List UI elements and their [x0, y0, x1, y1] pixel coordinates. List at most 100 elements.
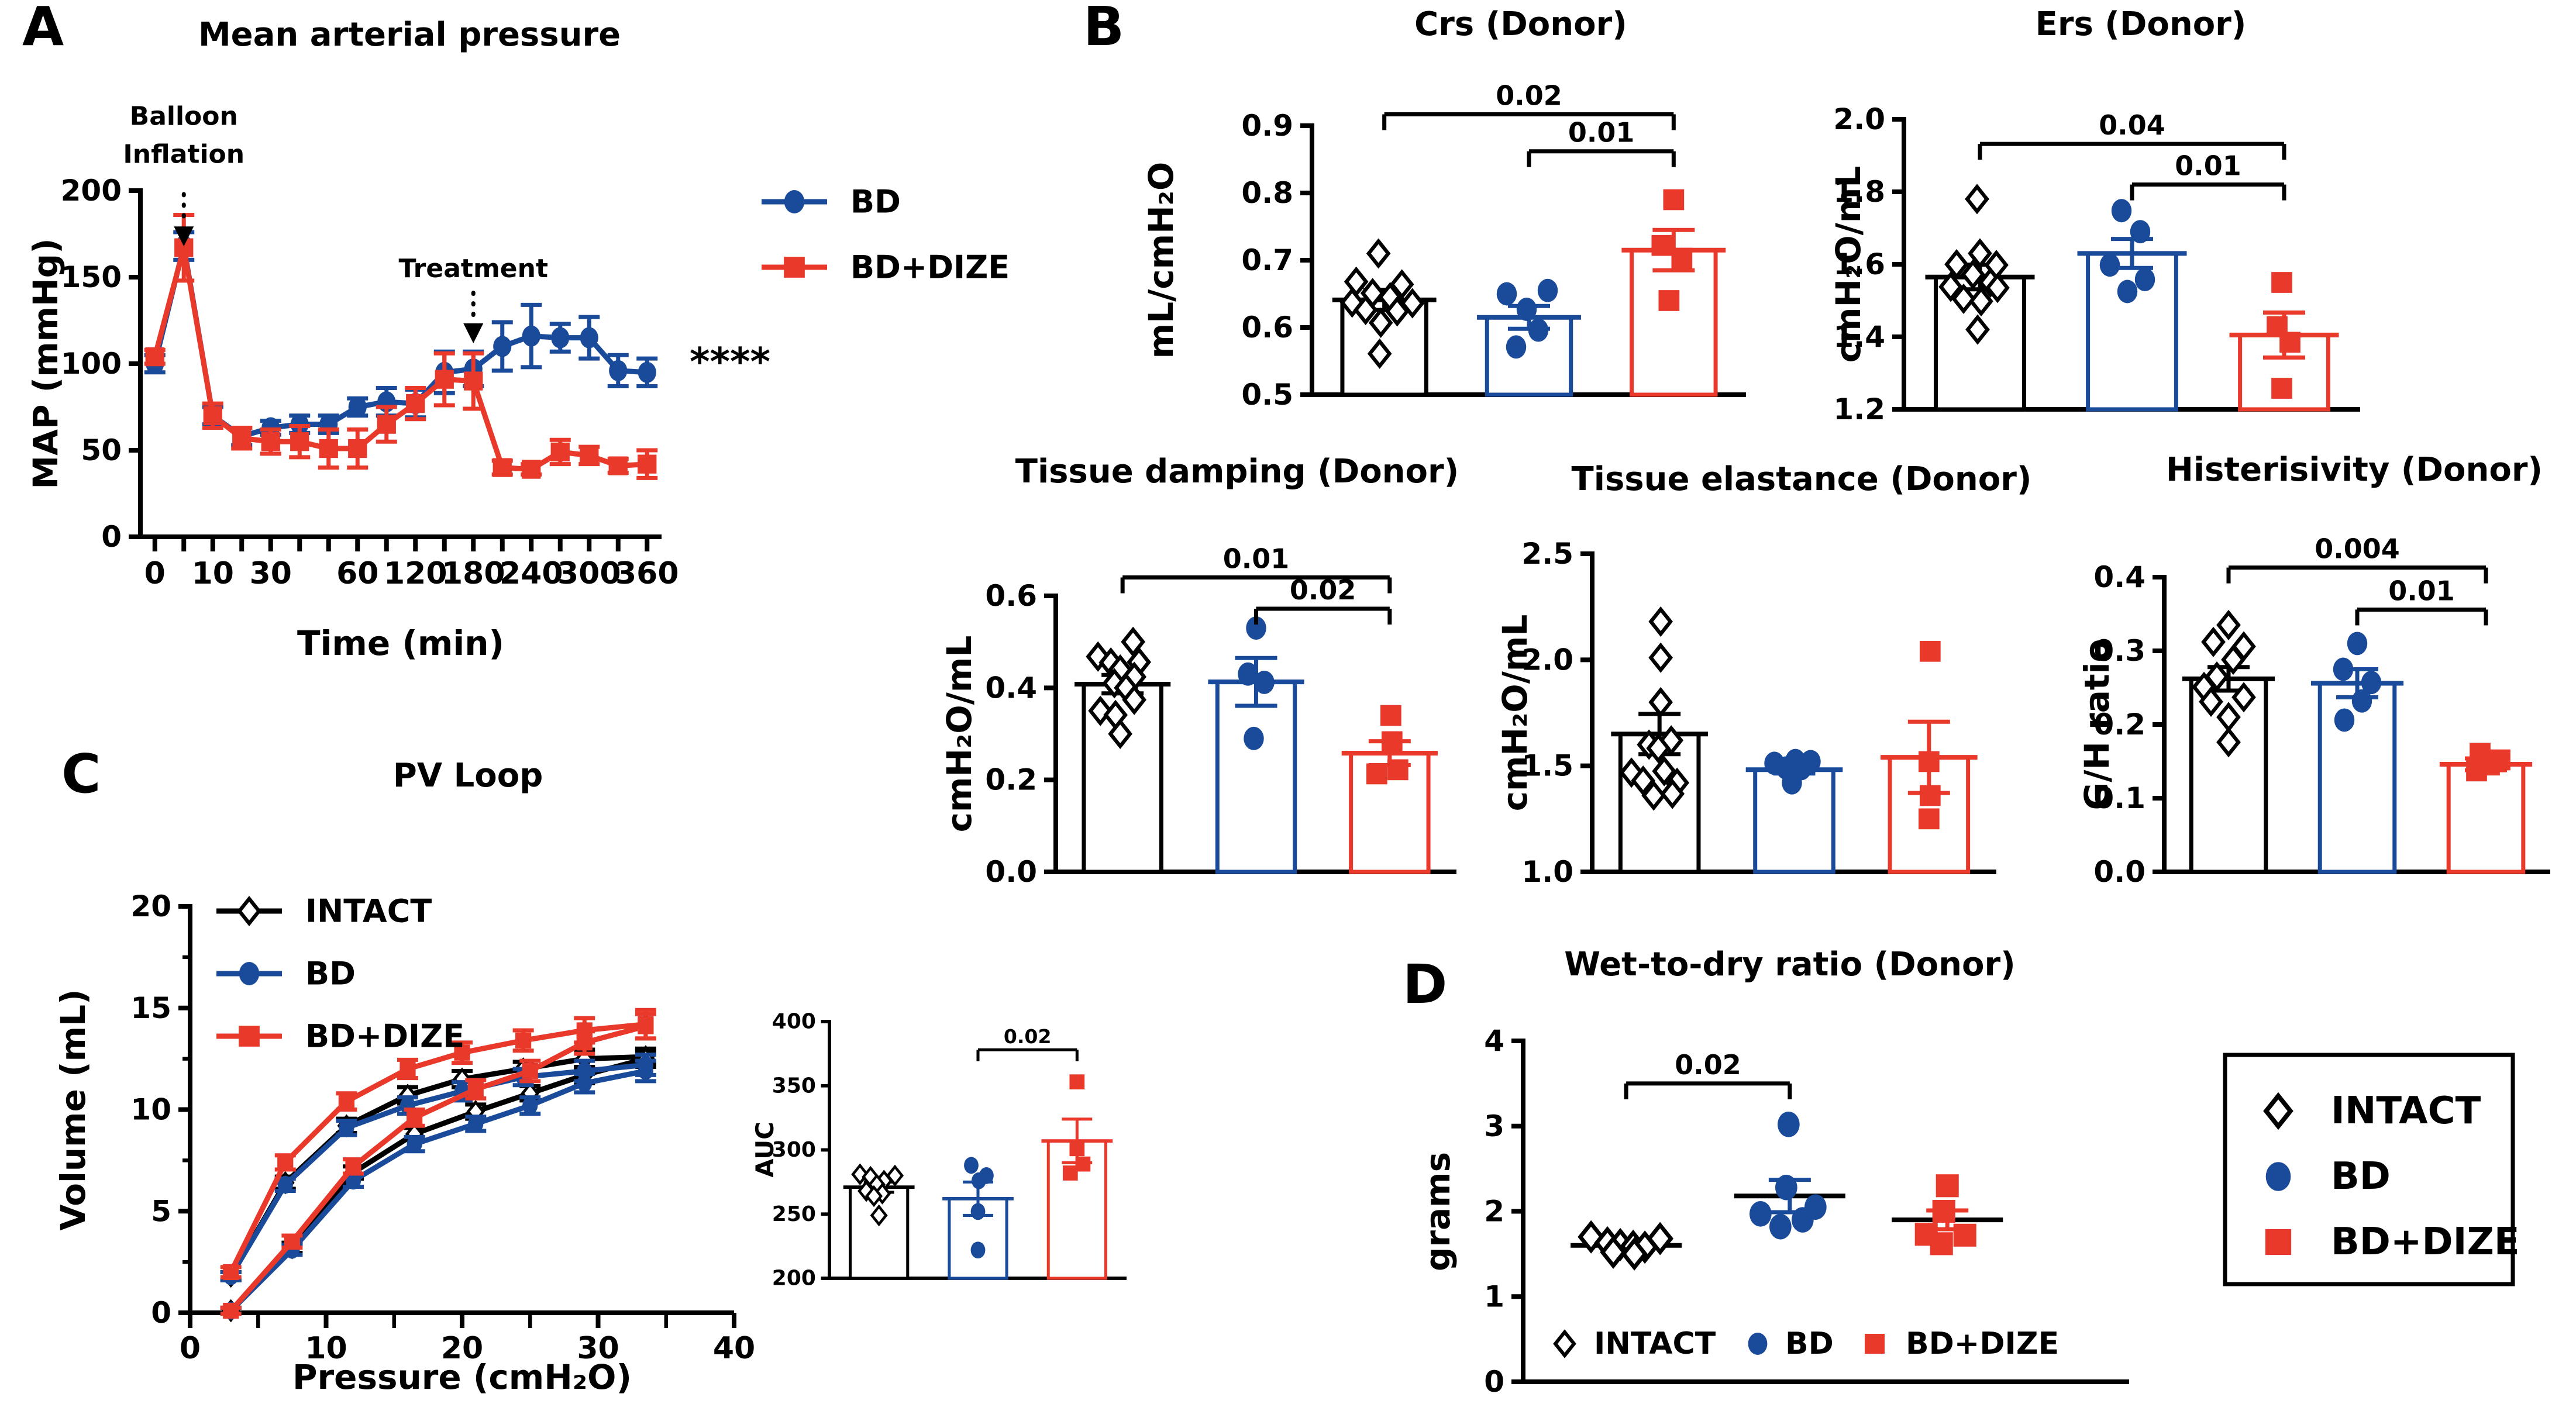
svg-text:0: 0	[101, 520, 122, 554]
panel-label-d: D	[1403, 953, 1448, 1016]
crs-points-BD+DIZE	[1651, 189, 1693, 311]
svg-text:30: 30	[250, 556, 292, 591]
ers-points-INTACT	[1938, 184, 2010, 345]
ers-sig-bracket: 0.04	[1978, 109, 2286, 160]
wet-dry-points-INTACT	[1578, 1220, 1673, 1271]
svg-text:0.2: 0.2	[2093, 708, 2145, 741]
hysteresivity-sig-bracket: 0.01	[2355, 575, 2488, 626]
crs-group-BD+DIZE	[1621, 189, 1726, 397]
auc-svg: 200 250 300 350 400 AUC 0.02	[750, 1010, 1127, 1291]
svg-text:180: 180	[442, 556, 505, 591]
svg-text:0.5: 0.5	[1241, 378, 1293, 412]
svg-text:1.2: 1.2	[1833, 392, 1885, 426]
svg-text:grams: grams	[1418, 1152, 1458, 1271]
wet-dry-axes: 0 1 2 3 4	[1484, 1024, 2129, 1399]
figure-legend-item-BD+DIZE: BD+DIZE	[2265, 1220, 2520, 1264]
svg-text:2: 2	[1484, 1195, 1504, 1229]
svg-text:0.01: 0.01	[1568, 117, 1635, 149]
elastance-points-BD+DIZE	[1918, 640, 1941, 830]
svg-text:INTACT: INTACT	[305, 893, 432, 930]
hysteresivity-points-INTACT	[2192, 609, 2256, 758]
ers-group-BD+DIZE	[2229, 272, 2339, 412]
elastance-points-BD	[1764, 748, 1821, 795]
svg-text:Volume (mL): Volume (mL)	[53, 989, 93, 1230]
hysteresivity-group-BD+DIZE	[2439, 743, 2533, 874]
svg-text:200: 200	[772, 1267, 816, 1291]
svg-text:200: 200	[61, 174, 122, 208]
svg-text:3: 3	[1484, 1109, 1504, 1143]
ers-group-BD	[2077, 199, 2187, 412]
svg-text:100: 100	[61, 347, 122, 381]
wet-dry-inner-legend-INTACT: INTACT	[1553, 1326, 1716, 1361]
auc-points-BD+DIZE	[1062, 1074, 1091, 1181]
crs-chart: 0.5 0.6 0.7 0.8 0.9 mL/cmH₂O Crs (Donor) 0.02 0.…	[1111, 0, 1790, 503]
wet-dry-group-BD	[1734, 1111, 1845, 1240]
svg-text:10: 10	[192, 556, 234, 591]
svg-text:350: 350	[772, 1074, 816, 1098]
svg-text:0.8: 0.8	[1241, 176, 1293, 210]
svg-text:0.0: 0.0	[985, 855, 1037, 889]
svg-text:0.004: 0.004	[2315, 533, 2400, 565]
svg-text:0.02: 0.02	[1675, 1049, 1741, 1081]
wet-dry-group-INTACT	[1571, 1220, 1682, 1271]
map-annotation: Balloon Inflation	[123, 102, 244, 247]
hysteresivity-sig-bracket: 0.004	[2226, 533, 2488, 584]
auc-sig-bracket: 0.02	[976, 1025, 1079, 1061]
ers-points-BD+DIZE	[2267, 272, 2301, 399]
ers-sig-bracket: 0.01	[2130, 150, 2286, 201]
auc-points-INTACT	[851, 1163, 904, 1227]
map-annotation: ****	[690, 340, 770, 385]
elastance-group-INTACT	[1611, 606, 1708, 874]
svg-text:10: 10	[305, 1331, 347, 1366]
crs-group-BD	[1477, 278, 1581, 397]
pv-legend-BD: BD	[216, 955, 356, 992]
svg-text:1.0: 1.0	[1521, 855, 1573, 889]
hysteresivity-chart: 0.0 0.1 0.2 0.3 0.4 G/H ratio Histerisivity (D…	[2077, 439, 2576, 965]
figure-legend-item-BD: BD	[2265, 1155, 2391, 1198]
svg-text:40: 40	[713, 1331, 755, 1366]
map-series-BD+DIZE	[144, 212, 658, 480]
hysteresivity-group-INTACT	[2182, 609, 2275, 874]
svg-text:INTACT: INTACT	[2331, 1089, 2481, 1133]
svg-text:0.01: 0.01	[2388, 575, 2455, 606]
svg-text:0.02: 0.02	[1004, 1025, 1052, 1048]
wet-dry-chart: 0 1 2 3 4 grams Wet-to-dry ratio (Donor) 0.02 IN…	[1392, 912, 2153, 1404]
pv-legend-BD+DIZE: BD+DIZE	[216, 1018, 464, 1055]
svg-text:20: 20	[130, 889, 171, 923]
svg-text:Crs (Donor): Crs (Donor)	[1414, 5, 1627, 43]
svg-text:BD+DIZE: BD+DIZE	[2331, 1220, 2520, 1264]
panel-label-c: C	[61, 743, 101, 805]
svg-text:0: 0	[151, 1296, 171, 1330]
svg-text:0.3: 0.3	[2093, 634, 2145, 668]
auc-group-BD+DIZE	[1041, 1074, 1113, 1280]
panel-label-b: B	[1083, 0, 1125, 58]
svg-text:Time (min): Time (min)	[297, 623, 504, 663]
svg-text:BD: BD	[850, 184, 901, 220]
svg-text:15: 15	[130, 991, 171, 1025]
svg-text:BD+DIZE: BD+DIZE	[305, 1018, 464, 1055]
svg-text:1.5: 1.5	[1521, 749, 1573, 783]
wet-dry-group-BD+DIZE	[1892, 1174, 2003, 1255]
svg-text:Pressure (cmH₂O): Pressure (cmH₂O)	[292, 1357, 632, 1397]
svg-text:0.6: 0.6	[1241, 311, 1293, 344]
damping-sig-bracket: 0.01	[1120, 543, 1392, 594]
svg-text:0: 0	[144, 556, 166, 591]
svg-text:30: 30	[577, 1331, 619, 1366]
figure-legend-item-INTACT: INTACT	[2263, 1089, 2481, 1133]
svg-text:Tissue damping (Donor): Tissue damping (Donor)	[1015, 453, 1459, 491]
hysteresivity-points-BD	[2333, 632, 2382, 732]
svg-text:G/H ratio: G/H ratio	[2077, 639, 2117, 810]
damping-group-INTACT	[1075, 626, 1171, 874]
map-legend-BD+DIZE: BD+DIZE	[762, 249, 1010, 286]
svg-text:10: 10	[130, 1093, 171, 1127]
svg-text:Treatment: Treatment	[399, 254, 549, 284]
pv-svg: 0 5 10 15 20 0 10 20 30 40 Volume (mL) Pressure (cm…	[53, 757, 755, 1397]
figure-legend-svg: INTACT BD BD+DIZE	[2223, 1053, 2520, 1286]
svg-text:cmH₂O/mL: cmH₂O/mL	[1495, 615, 1535, 812]
crs-group-INTACT	[1332, 238, 1437, 397]
svg-text:5: 5	[151, 1194, 171, 1228]
